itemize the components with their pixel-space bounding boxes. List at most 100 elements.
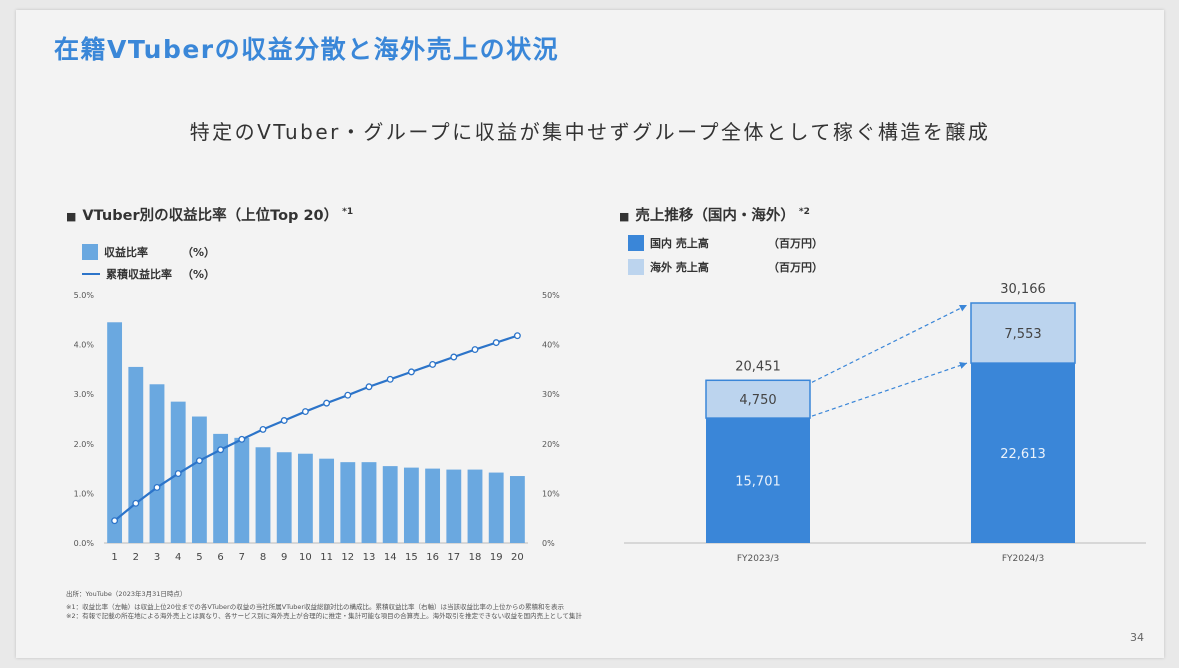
- x-tick-label: 1: [111, 552, 117, 563]
- cumulative-point: [174, 470, 182, 478]
- ratio-bar: [467, 469, 483, 543]
- legend-label-domestic: 国内 売上高: [650, 237, 709, 250]
- x-tick-label: 16: [426, 552, 439, 563]
- legend-unit-overseas: （百万円）: [768, 261, 823, 274]
- bar-swatch: [82, 244, 98, 260]
- cumulative-point: [450, 353, 458, 361]
- ratio-bar: [425, 468, 441, 543]
- x-tick-label: 6: [217, 552, 223, 563]
- ratio-bar: [509, 476, 525, 543]
- cumulative-point: [492, 339, 500, 347]
- y-tick-left: 0.0%: [74, 539, 95, 548]
- slide: 在籍VTuberの収益分散と海外売上の状況 特定のVTuber・グループに収益が…: [16, 10, 1164, 658]
- cumulative-point: [280, 417, 288, 424]
- ratio-bar: [107, 322, 123, 543]
- slide-title: 在籍VTuberの収益分散と海外売上の状況: [54, 35, 560, 64]
- cumulative-point: [195, 457, 203, 465]
- legend-unit-domestic: （百万円）: [768, 237, 823, 250]
- cumulative-point: [365, 383, 373, 391]
- cumulative-point: [111, 517, 119, 525]
- ratio-bar: [446, 469, 462, 543]
- cumulative-point: [153, 483, 161, 491]
- y-tick-right: 30%: [542, 390, 560, 399]
- x-category-label: FY2023/3: [737, 554, 779, 564]
- y-tick-right: 20%: [542, 440, 560, 449]
- revenue-ratio-chart: 0.0% 1.0% 2.0% 3.0% 4.0% 5.0% 0% 10% 20% 30% 40% 50…: [74, 291, 561, 563]
- x-tick-label: 9: [281, 552, 287, 563]
- left-note-ref: *1: [342, 207, 354, 218]
- cumulative-point: [323, 399, 331, 407]
- y-tick-left: 4.0%: [74, 341, 95, 350]
- x-tick-label: 14: [384, 552, 397, 563]
- legend-item-overseas: 海外 売上高 （百万円）: [628, 259, 823, 275]
- footnote-2: ※2：有報で記載の所在地による海外売上とは異なり、各サービス別に海外売上が合理的…: [66, 612, 582, 620]
- cumulative-point: [513, 332, 521, 340]
- ratio-bar: [276, 452, 292, 543]
- source-note: 出所：YouTube（2023年3月31日時点）: [66, 590, 187, 598]
- ratio-bar: [234, 437, 250, 543]
- ratio-bar: [319, 458, 335, 543]
- x-tick-label: 20: [511, 552, 524, 563]
- cumulative-point: [259, 425, 267, 433]
- x-tick-label: 4: [175, 552, 181, 563]
- x-tick-label: 15: [405, 552, 418, 563]
- x-tick-label: 12: [341, 552, 354, 563]
- x-tick-label: 7: [239, 552, 245, 563]
- x-tick-label: 17: [447, 552, 460, 563]
- square-marker-icon: ■: [619, 210, 630, 223]
- cumulative-point: [471, 346, 479, 354]
- x-tick-label: 19: [490, 552, 503, 563]
- legend-label-cumulative: 累積収益比率: [106, 268, 172, 281]
- total-value-label: 20,451: [735, 359, 781, 374]
- left-section-title: ■ VTuber別の収益比率（上位Top 20） *1: [66, 204, 353, 225]
- right-note-ref: *2: [798, 207, 810, 218]
- x-category-label: FY2024/3: [1002, 554, 1044, 564]
- ratio-bar: [488, 472, 504, 543]
- square-marker-icon: ■: [66, 210, 77, 223]
- overseas-bar: [970, 302, 1076, 364]
- footnote-1: ※1：収益比率（左軸）は収益上位20位までの各VTuberの収益の当社所属VTu…: [66, 603, 565, 611]
- overseas-value-label: 4,750: [739, 393, 776, 408]
- slide-subtitle: 特定のVTuber・グループに収益が集中せずグループ全体として稼ぐ構造を醸成: [189, 120, 991, 144]
- overseas-value-label: 7,553: [1004, 327, 1041, 342]
- ratio-bar: [128, 366, 144, 543]
- cumulative-point: [301, 408, 309, 416]
- domestic-bar: [971, 363, 1075, 543]
- ratio-bar: [191, 416, 207, 543]
- x-tick-label: 10: [299, 552, 312, 563]
- y-tick-left: 3.0%: [74, 390, 95, 399]
- left-section-title-text: VTuber別の収益比率（上位Top 20）: [82, 208, 339, 224]
- right-section-title-text: 売上推移（国内・海外）: [635, 208, 795, 224]
- domestic-bar: [706, 418, 810, 543]
- y-tick-right: 0%: [542, 539, 555, 548]
- x-tick-label: 18: [469, 552, 482, 563]
- sales-trend-chart: 15,701 4,750 20,451 FY2023/3 22,613 7,553 30,1…: [624, 282, 1146, 564]
- legend-unit-cumulative: （%）: [182, 268, 216, 281]
- cumulative-line: [113, 334, 518, 522]
- ratio-bar: [382, 466, 398, 543]
- y-tick-right: 40%: [542, 341, 560, 350]
- y-tick-left: 2.0%: [74, 440, 95, 449]
- x-tick-label: 11: [320, 552, 333, 563]
- cumulative-point: [407, 368, 415, 376]
- ratio-bar: [297, 453, 313, 543]
- y-tick-left: 5.0%: [74, 291, 95, 300]
- x-tick-label: 3: [154, 552, 160, 563]
- overseas-bar: [705, 379, 811, 419]
- cumulative-point: [238, 435, 246, 443]
- x-tick-label: 8: [260, 552, 266, 563]
- x-tick-label: 2: [133, 552, 139, 563]
- total-value-label: 30,166: [1000, 282, 1046, 297]
- total-growth-arrow: [811, 304, 968, 383]
- right-section-title: ■ 売上推移（国内・海外） *2: [619, 204, 810, 225]
- ratio-bar: [340, 462, 356, 543]
- cumulative-point: [344, 391, 352, 399]
- ratio-bar: [255, 447, 271, 543]
- legend-unit-ratio: （%）: [182, 246, 216, 259]
- domestic-swatch: [628, 235, 644, 251]
- cumulative-point: [217, 446, 225, 454]
- legend-item-domestic: 国内 売上高 （百万円）: [628, 235, 823, 251]
- y-tick-right: 50%: [542, 291, 560, 300]
- domestic-growth-arrow: [811, 362, 968, 417]
- x-tick-label: 5: [196, 552, 202, 563]
